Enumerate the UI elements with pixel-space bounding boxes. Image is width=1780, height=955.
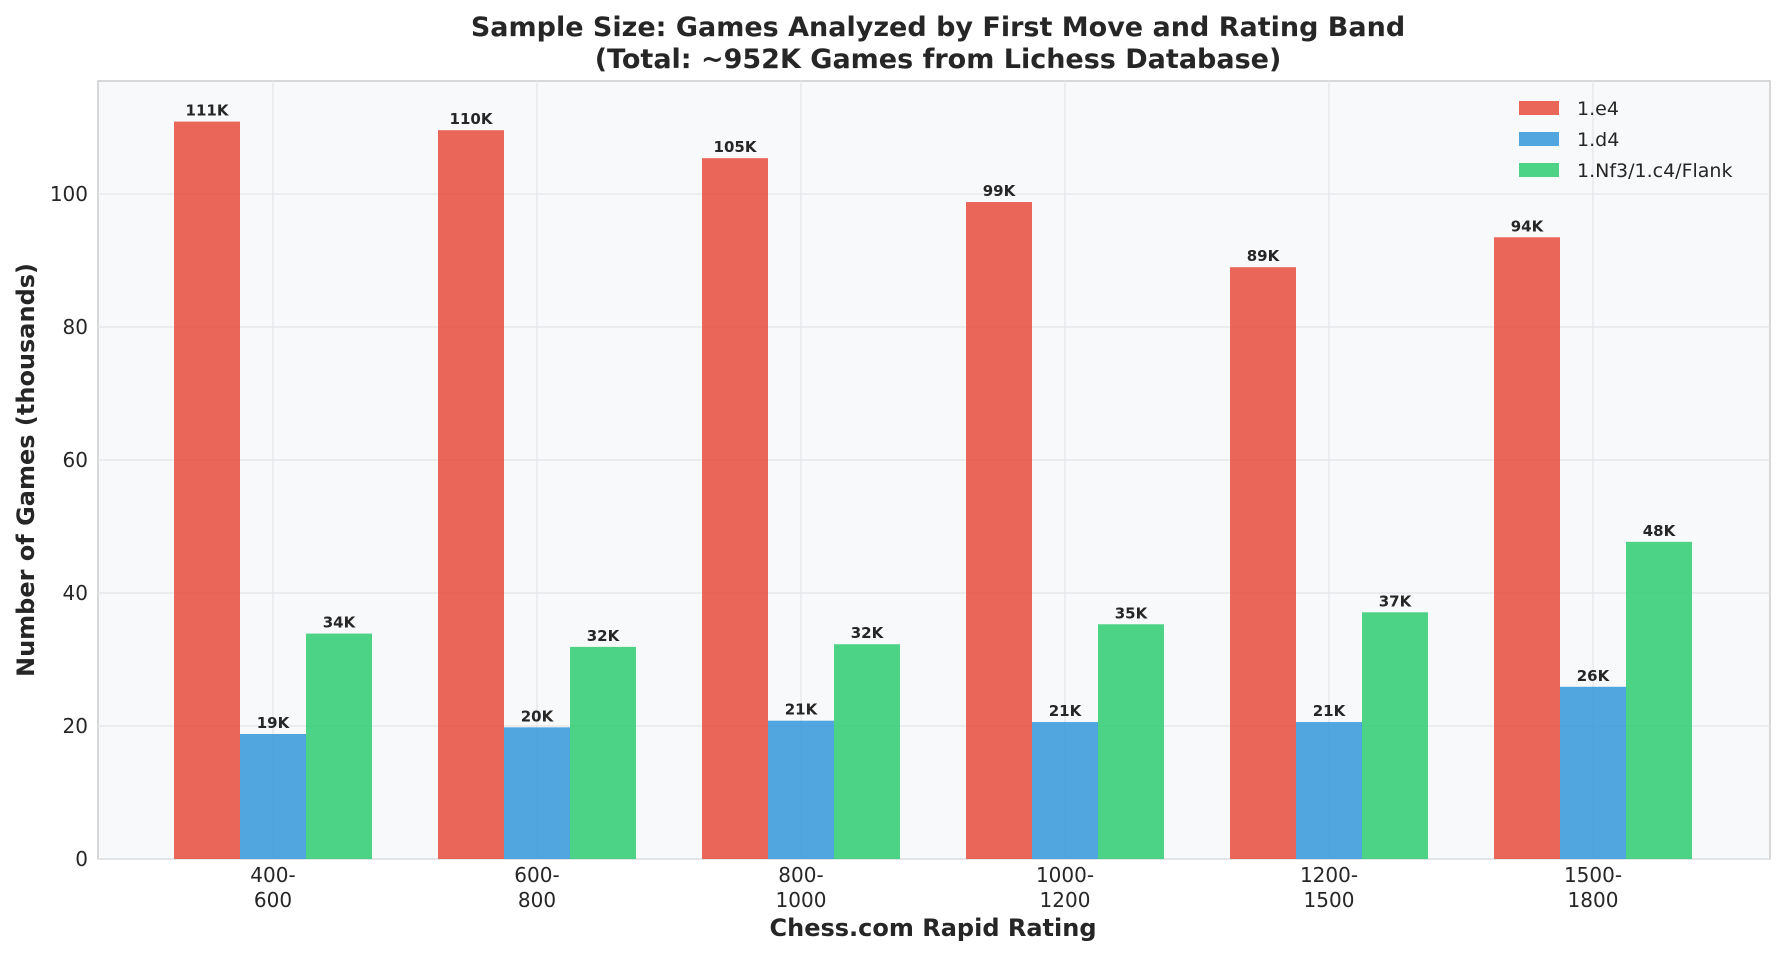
bar-series-1-category-1 bbox=[504, 727, 570, 859]
legend-label: 1.e4 bbox=[1577, 98, 1619, 120]
data-label: 105K bbox=[714, 138, 758, 156]
bar-series-0-category-3 bbox=[966, 202, 1032, 859]
data-label: 35K bbox=[1115, 604, 1149, 622]
y-tick-label: 40 bbox=[63, 581, 88, 605]
x-tick-label: 1200- bbox=[1300, 863, 1358, 887]
y-tick-label: 0 bbox=[75, 847, 88, 871]
bar-series-1-category-3 bbox=[1032, 722, 1098, 859]
bar-series-2-category-1 bbox=[570, 646, 636, 859]
y-tick-label: 80 bbox=[63, 315, 88, 339]
data-label: 99K bbox=[983, 182, 1017, 200]
y-axis-label: Number of Games (thousands) bbox=[12, 263, 40, 677]
bar-series-0-category-1 bbox=[438, 130, 504, 859]
x-tick-label: 800 bbox=[518, 888, 556, 912]
data-label: 21K bbox=[785, 701, 819, 719]
bar-series-1-category-2 bbox=[768, 720, 834, 859]
data-label: 19K bbox=[257, 714, 291, 732]
data-label: 26K bbox=[1577, 667, 1611, 685]
bar-series-2-category-2 bbox=[834, 644, 900, 859]
x-tick-label: 1000- bbox=[1036, 863, 1094, 887]
bar-series-0-category-5 bbox=[1494, 237, 1560, 859]
y-axis-ticks: 0 20 40 60 80 100 bbox=[50, 182, 88, 871]
data-label: 48K bbox=[1643, 522, 1677, 540]
data-labels: 111K 110K 105K 99K 89K 94K 19K 20K 21K 21K 21K 26K 3… bbox=[186, 102, 1677, 732]
x-tick-label: 400- bbox=[250, 863, 295, 887]
legend-swatch bbox=[1519, 101, 1559, 115]
x-tick-label: 600 bbox=[254, 888, 292, 912]
bar-series-0-category-2 bbox=[702, 158, 768, 860]
x-tick-label: 600- bbox=[514, 863, 559, 887]
data-label: 89K bbox=[1247, 247, 1281, 265]
y-tick-label: 20 bbox=[63, 714, 88, 738]
x-axis-ticks: 400-600600-800800-10001000-12001200-1500… bbox=[250, 863, 1622, 912]
plot-area bbox=[97, 80, 1771, 860]
bar-series-1-category-4 bbox=[1296, 722, 1362, 859]
legend-swatch bbox=[1519, 132, 1559, 146]
y-tick-label: 100 bbox=[50, 182, 88, 206]
data-label: 94K bbox=[1511, 217, 1545, 235]
bar-series-2-category-5 bbox=[1626, 541, 1692, 859]
legend-swatch bbox=[1519, 163, 1559, 177]
data-label: 34K bbox=[323, 614, 357, 632]
legend: 1.e4 1.d4 1.Nf3/1.c4/Flank bbox=[1519, 98, 1732, 182]
data-label: 21K bbox=[1313, 702, 1347, 720]
data-label: 32K bbox=[851, 624, 885, 642]
y-tick-label: 60 bbox=[63, 448, 88, 472]
data-label: 110K bbox=[450, 110, 494, 128]
data-label: 20K bbox=[521, 707, 555, 725]
x-tick-label: 1200 bbox=[1040, 888, 1091, 912]
x-axis-label: Chess.com Rapid Rating bbox=[770, 914, 1097, 942]
bar-series-0-category-0 bbox=[174, 121, 240, 860]
bar-series-1-category-0 bbox=[240, 733, 306, 859]
x-tick-label: 800- bbox=[778, 863, 823, 887]
data-label: 32K bbox=[587, 627, 621, 645]
legend-label: 1.Nf3/1.c4/Flank bbox=[1577, 160, 1732, 182]
bars bbox=[174, 121, 1692, 860]
bar-series-0-category-4 bbox=[1230, 267, 1296, 859]
grid-lines bbox=[98, 81, 1770, 860]
data-label: 21K bbox=[1049, 702, 1083, 720]
data-label: 111K bbox=[186, 102, 230, 120]
bar-series-2-category-0 bbox=[306, 633, 372, 859]
x-tick-label: 1500- bbox=[1564, 863, 1622, 887]
bar-series-2-category-3 bbox=[1098, 624, 1164, 859]
data-label: 37K bbox=[1379, 592, 1413, 610]
bar-series-2-category-4 bbox=[1362, 612, 1428, 859]
bar-series-1-category-5 bbox=[1560, 686, 1626, 859]
x-tick-label: 1800 bbox=[1568, 888, 1619, 912]
x-tick-label: 1500 bbox=[1304, 888, 1355, 912]
x-tick-label: 1000 bbox=[776, 888, 827, 912]
chart-title-line-2: (Total: ~952K Games from Lichess Databas… bbox=[595, 44, 1282, 75]
chart-title-line-1: Sample Size: Games Analyzed by First Mov… bbox=[471, 12, 1405, 43]
legend-label: 1.d4 bbox=[1577, 129, 1619, 151]
